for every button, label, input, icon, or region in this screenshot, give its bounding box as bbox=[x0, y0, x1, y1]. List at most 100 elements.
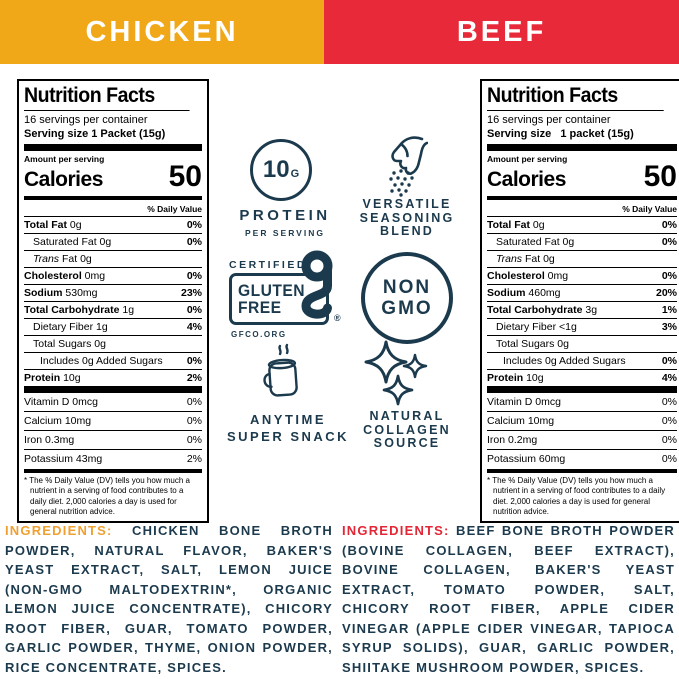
nutrient-row: Vitamin D 0mcg 0% bbox=[24, 393, 202, 411]
nutrient-daily-value: 0% bbox=[661, 270, 677, 282]
beef-banner-label: BEEF bbox=[456, 15, 547, 48]
nutrient-name: Vitamin D 0mcg bbox=[24, 396, 98, 408]
nutrient-daily-value: 0% bbox=[661, 355, 677, 367]
divider-bar bbox=[24, 386, 202, 393]
nutrient-row: Total Sugars 0g bbox=[487, 335, 677, 352]
nutrient-name: Protein 10g bbox=[24, 372, 81, 384]
nutrient-row: Sodium 530mg 23% bbox=[24, 284, 202, 301]
sprinkling-hand-icon bbox=[389, 136, 428, 197]
gluten-free-badge: GLUTEN FREE bbox=[229, 273, 329, 325]
nutrient-row: Includes 0g Added Sugars 0% bbox=[24, 352, 202, 369]
nutrient-row: Calcium 10mg 0% bbox=[487, 411, 677, 430]
nutrient-daily-value: 4% bbox=[661, 372, 677, 384]
divider-bar bbox=[487, 469, 677, 473]
serving-size: Serving size 1 packet (15g) bbox=[487, 128, 634, 140]
divider-bar bbox=[24, 144, 202, 151]
protein-label: PROTEIN bbox=[239, 207, 331, 224]
badge-line: ANYTIME bbox=[250, 412, 326, 427]
nutrient-daily-value: 0% bbox=[186, 219, 202, 231]
nutrient-name: Includes 0g Added Sugars bbox=[503, 355, 626, 367]
natural-collagen-source-label: NATURAL COLLAGEN SOURCE bbox=[328, 409, 486, 451]
nutrient-row: Cholesterol 0mg 0% bbox=[24, 267, 202, 284]
gluten-free-certified-label: CERTIFIED bbox=[229, 259, 307, 271]
nutrient-name: Trans Fat 0g bbox=[33, 253, 92, 265]
badge-line: COLLAGEN bbox=[363, 422, 451, 437]
daily-value-header: % Daily Value bbox=[622, 204, 677, 214]
nutrient-name: Cholesterol 0mg bbox=[487, 270, 569, 282]
nutrient-daily-value: 0% bbox=[186, 415, 202, 427]
nutrient-name: Includes 0g Added Sugars bbox=[40, 355, 163, 367]
ingredients-text: BEEF BONE BROTH POWDER (BOVINE COLLAGEN,… bbox=[342, 523, 675, 675]
nutrient-daily-value: 2% bbox=[186, 372, 202, 384]
nutrient-name: Calcium 10mg bbox=[487, 415, 555, 427]
beef-header-banner: BEEF bbox=[324, 0, 679, 64]
non-gmo-badge: NON GMO bbox=[361, 252, 453, 344]
nutrient-name: Total Sugars 0g bbox=[496, 338, 569, 350]
nutrient-name: Sodium 460mg bbox=[487, 287, 561, 299]
nutrition-facts-title: Nutrition Facts bbox=[487, 84, 664, 111]
nutrient-name: Total Sugars 0g bbox=[33, 338, 106, 350]
nutrient-daily-value: 0% bbox=[661, 434, 677, 446]
nutrient-rows: Total Fat 0g 0% Saturated Fat 0g 0% Trans Fa… bbox=[24, 216, 202, 386]
nutrient-name: Saturated Fat 0g bbox=[496, 236, 575, 248]
nutrient-row: Total Fat 0g 0% bbox=[24, 216, 202, 233]
nutrient-name: Dietary Fiber <1g bbox=[496, 321, 577, 333]
anytime-super-snack-label: ANYTIME SUPER SNACK bbox=[208, 411, 368, 445]
nutrient-row: Total Carbohydrate 3g 1% bbox=[487, 301, 677, 318]
daily-value-footnote: * The % Daily Value (DV) tells you how m… bbox=[487, 476, 666, 516]
nutrient-row: Potassium 60mg 0% bbox=[487, 449, 677, 468]
nutrient-daily-value: 0% bbox=[661, 236, 677, 248]
nutrient-row: Iron 0.3mg 0% bbox=[24, 430, 202, 449]
calories-label: Calories bbox=[487, 168, 566, 191]
badge-line: FREE bbox=[238, 298, 282, 317]
daily-value-header: % Daily Value bbox=[147, 204, 202, 214]
nutrient-name: Potassium 60mg bbox=[487, 453, 566, 465]
nutrient-daily-value: 0% bbox=[186, 396, 202, 408]
nutrient-daily-value: 23% bbox=[180, 287, 202, 299]
badge-line: SUPER SNACK bbox=[226, 429, 350, 444]
chicken-header-banner: CHICKEN bbox=[0, 0, 324, 64]
nutrient-daily-value: 0% bbox=[661, 453, 677, 465]
nutrient-name: Sodium 530mg bbox=[24, 287, 98, 299]
badge-line: NATURAL bbox=[369, 409, 445, 423]
nutrient-daily-value: 0% bbox=[186, 355, 202, 367]
nutrient-daily-value: 0% bbox=[661, 219, 677, 231]
protein-sublabel: PER SERVING bbox=[245, 228, 325, 238]
calories-row: Calories 50 bbox=[487, 160, 677, 195]
nutrient-daily-value: 20% bbox=[655, 287, 677, 299]
nutrient-daily-value: 0% bbox=[186, 304, 202, 316]
nutrient-name: Total Carbohydrate 1g bbox=[24, 304, 135, 316]
divider-bar bbox=[487, 144, 677, 151]
nutrient-row: Includes 0g Added Sugars 0% bbox=[487, 352, 677, 369]
vitamin-rows: Vitamin D 0mcg 0% Calcium 10mg 0% Iron 0.2mg… bbox=[487, 393, 677, 468]
ingredients-heading: INGREDIENTS: bbox=[5, 523, 113, 538]
nutrition-facts-title: Nutrition Facts bbox=[24, 84, 190, 111]
protein-amount: 10 G bbox=[263, 156, 299, 184]
nutrient-row: Cholesterol 0mg 0% bbox=[487, 267, 677, 284]
nutrient-daily-value: 0% bbox=[661, 396, 677, 408]
nutrient-name: Total Fat 0g bbox=[487, 219, 545, 231]
nutrient-daily-value: 0% bbox=[186, 434, 202, 446]
registered-mark: ® bbox=[334, 313, 341, 323]
badge-line: SEASONING bbox=[359, 210, 455, 225]
badge-line: GLUTEN bbox=[238, 281, 306, 300]
divider-bar bbox=[487, 196, 677, 200]
protein-badge: 10 G bbox=[250, 139, 312, 201]
nutrient-row: Vitamin D 0mcg 0% bbox=[487, 393, 677, 411]
daily-value-footnote: * The % Daily Value (DV) tells you how m… bbox=[24, 476, 190, 516]
nutrient-name: Protein 10g bbox=[487, 372, 544, 384]
nutrient-row: Protein 10g 2% bbox=[24, 369, 202, 386]
amount-per-serving: Amount per serving bbox=[24, 154, 105, 164]
nutrient-name: Trans Fat 0g bbox=[496, 253, 555, 265]
ingredients-heading: INGREDIENTS: bbox=[342, 523, 450, 538]
gfco-org-label: GFCO.ORG bbox=[231, 330, 287, 339]
gfco-g-icon bbox=[301, 250, 333, 319]
nutrient-name: Saturated Fat 0g bbox=[33, 236, 112, 248]
calories-value: 50 bbox=[643, 160, 677, 193]
nutrient-daily-value: 0% bbox=[661, 415, 677, 427]
nutrition-facts-chicken: Nutrition Facts 16 servings per containe… bbox=[17, 79, 209, 524]
calories-value: 50 bbox=[168, 160, 202, 193]
nutrient-name: Potassium 43mg bbox=[24, 453, 103, 465]
nutrient-name: Vitamin D 0mcg bbox=[487, 396, 561, 408]
